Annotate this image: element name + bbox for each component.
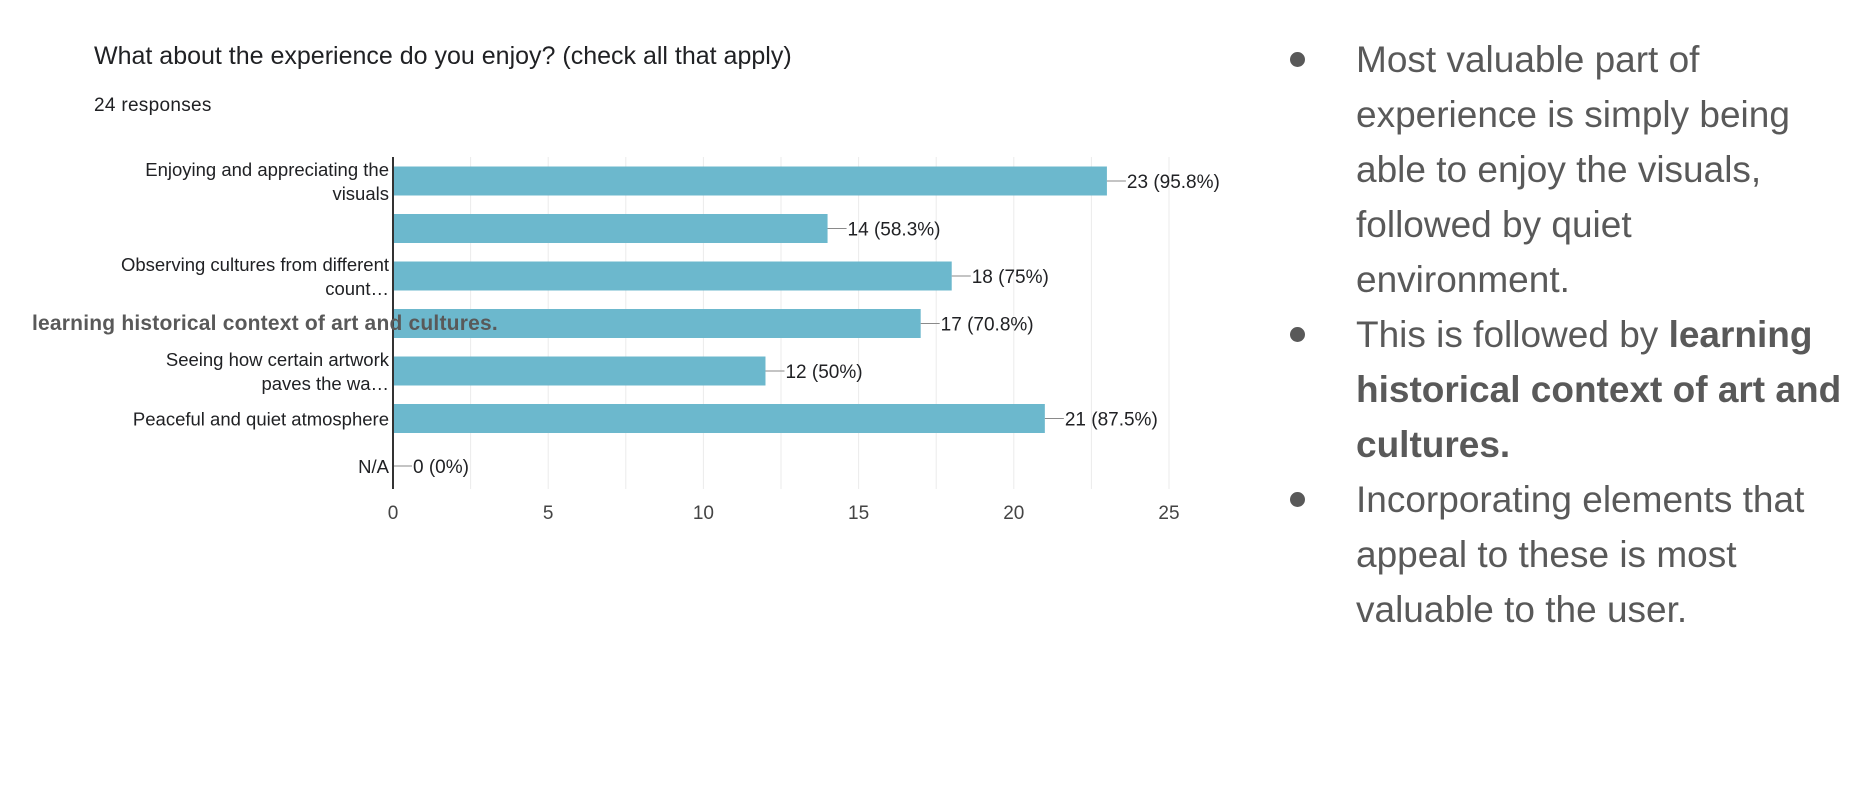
category-label: Enjoying and appreciating the bbox=[145, 159, 389, 180]
summary-bullet-2: This is followed by learning historical … bbox=[1282, 307, 1842, 472]
x-tick-label: 5 bbox=[543, 503, 554, 524]
data-label: 21 (87.5%) bbox=[1065, 410, 1158, 431]
x-tick-label: 25 bbox=[1158, 503, 1179, 524]
summary-bullet-2-text: This is followed by bbox=[1356, 314, 1669, 355]
bar bbox=[393, 214, 828, 243]
category-label: Peaceful and quiet atmosphere bbox=[133, 409, 389, 430]
category-label: visuals bbox=[332, 183, 389, 204]
category-label: paves the wa… bbox=[261, 373, 389, 394]
data-label: 14 (58.3%) bbox=[848, 220, 941, 241]
bar bbox=[393, 261, 952, 291]
summary-bullet-2-bold-text: learning historical context of art and c… bbox=[1356, 314, 1842, 465]
data-label: 23 (95.8%) bbox=[1127, 172, 1220, 193]
bar bbox=[393, 356, 766, 386]
bar bbox=[393, 309, 921, 338]
data-label: 18 (75%) bbox=[972, 267, 1049, 288]
summary-bullet-1: Most valuable part of experience is simp… bbox=[1282, 32, 1842, 307]
x-tick-label: 20 bbox=[1003, 503, 1024, 524]
category-label: count… bbox=[325, 278, 389, 299]
summary-bullet-3: Incorporating elements that appeal to th… bbox=[1282, 472, 1842, 637]
category-label: Observing cultures from different bbox=[121, 254, 389, 275]
x-tick-label: 10 bbox=[693, 503, 714, 524]
response-count: 24 responses bbox=[94, 95, 212, 116]
summary-bullet-3-text: Incorporating elements that appeal to th… bbox=[1356, 479, 1805, 630]
data-label: 12 (50%) bbox=[785, 362, 862, 383]
overlay-category-label: learning historical context of art and c… bbox=[32, 312, 498, 335]
bar-chart: 23 (95.8%) 14 (58.3%) 18 (75%) 17 (70.8%) 12… bbox=[121, 157, 1220, 524]
data-label: 0 (0%) bbox=[413, 457, 469, 478]
summary-bullets: Most valuable part of experience is simp… bbox=[1282, 32, 1842, 637]
category-label: N/A bbox=[358, 456, 390, 477]
category-label: Seeing how certain artwork bbox=[166, 349, 390, 370]
bullet-dot-icon bbox=[1290, 52, 1305, 67]
summary-bullet-1-text: Most valuable part of experience is simp… bbox=[1356, 39, 1790, 300]
data-label: 17 (70.8%) bbox=[941, 315, 1034, 336]
x-tick-label: 15 bbox=[848, 503, 869, 524]
bullet-dot-icon bbox=[1290, 492, 1305, 507]
bar bbox=[393, 166, 1107, 196]
chart-title: What about the experience do you enjoy? … bbox=[94, 42, 792, 70]
bar bbox=[393, 404, 1045, 433]
bullet-dot-icon bbox=[1290, 327, 1305, 342]
x-tick-label: 0 bbox=[388, 503, 399, 524]
